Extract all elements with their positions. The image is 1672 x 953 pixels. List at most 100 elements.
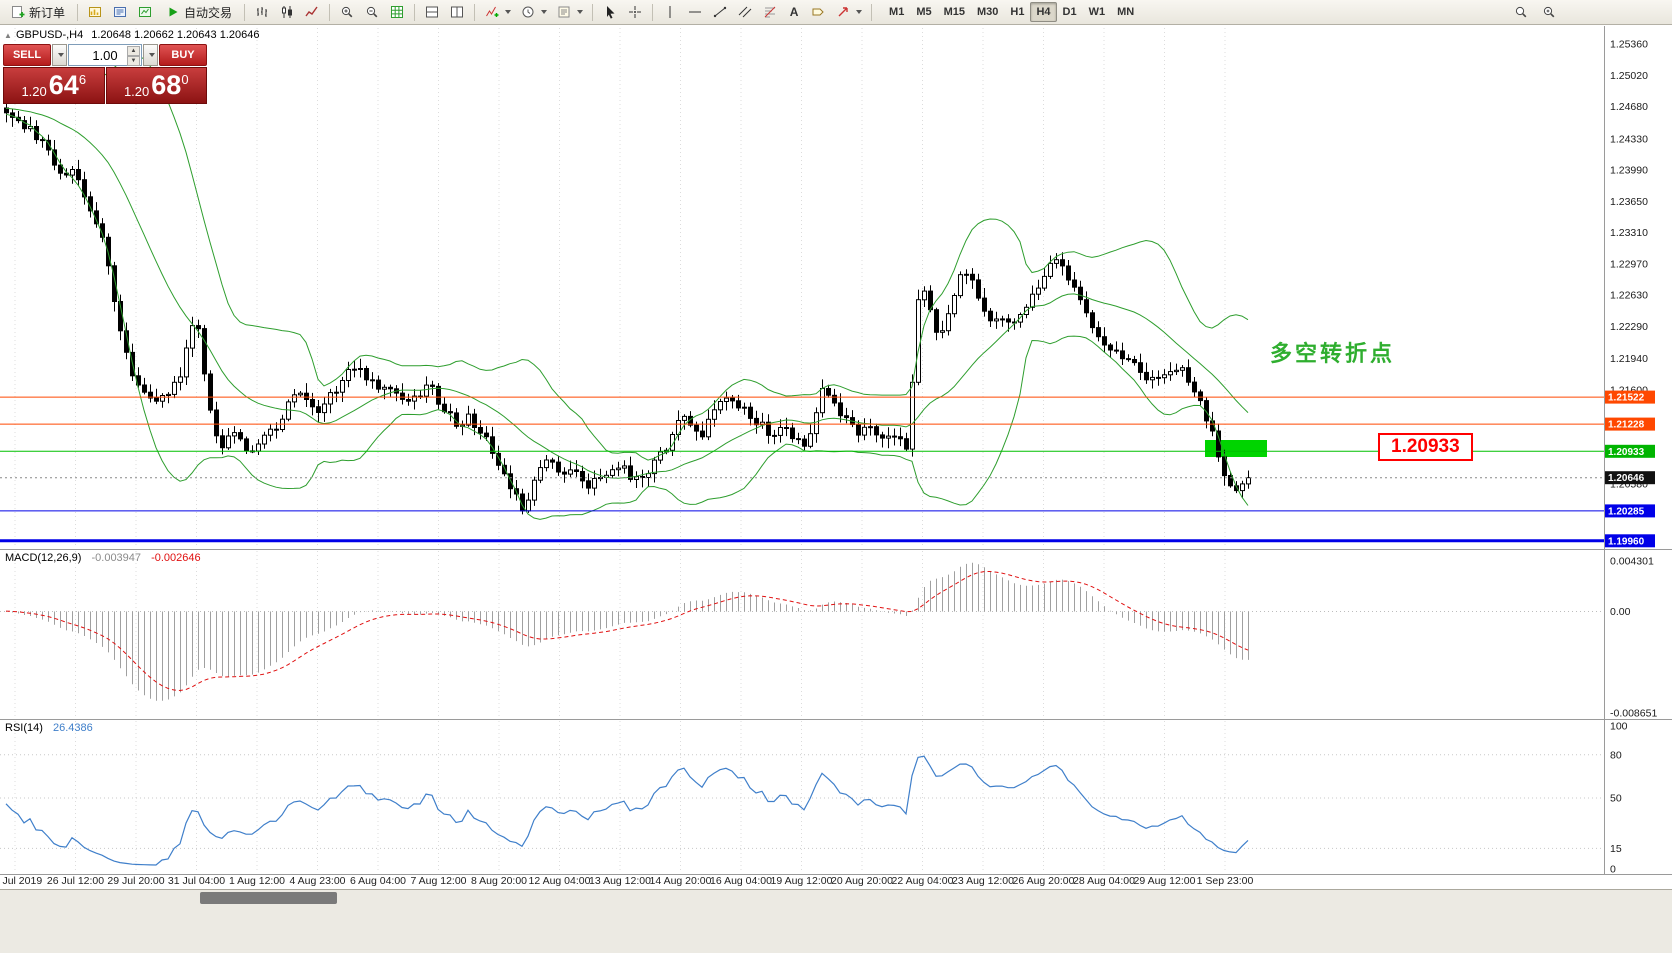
candles-layer	[4, 103, 1251, 515]
svg-text:12 Aug 04:00: 12 Aug 04:00	[529, 875, 591, 887]
arrows-tool-button[interactable]	[831, 2, 866, 23]
line-chart-button[interactable]	[300, 2, 324, 23]
toolbar-separator	[414, 3, 416, 21]
svg-text:1.23990: 1.23990	[1610, 165, 1648, 177]
svg-text:0.004301: 0.004301	[1610, 556, 1654, 568]
timeframe-h1-button[interactable]: H1	[1004, 2, 1030, 22]
chevron-down-icon	[577, 10, 584, 14]
highlight-rectangle-object[interactable]	[1205, 440, 1267, 457]
timeframe-m5-button[interactable]: M5	[910, 2, 937, 22]
timeframe-mn-button[interactable]: MN	[1111, 2, 1140, 22]
chart-ohlc-info: GBPUSD-,H4 1.20648 1.20662 1.20643 1.206…	[16, 29, 259, 41]
new-order-label: 新订单	[29, 5, 66, 20]
timeframe-d1-button[interactable]: D1	[1057, 2, 1083, 22]
data-window-button[interactable]	[108, 2, 132, 23]
sell-button[interactable]: SELL	[3, 44, 51, 66]
toolbar-separator	[592, 3, 594, 21]
autotrading-play-icon	[165, 4, 181, 20]
toolbar-separator	[77, 3, 79, 21]
price-level-callout[interactable]: 1.20933	[1378, 433, 1473, 461]
label-tag-icon	[810, 4, 826, 20]
panel-collapse-icon[interactable]: ▲	[4, 31, 12, 40]
svg-text:15: 15	[1610, 843, 1622, 855]
timeframe-m1-button[interactable]: M1	[883, 2, 910, 22]
chevron-down-icon	[57, 53, 64, 57]
svg-text:19 Aug 12:00: 19 Aug 12:00	[771, 875, 833, 887]
svg-text:-0.008651: -0.008651	[1610, 708, 1657, 720]
ohlc-values: 1.20648 1.20662 1.20643 1.20646	[91, 29, 260, 41]
indicators-button[interactable]	[480, 2, 515, 23]
buy-price-box[interactable]: 1.20 68 0	[105, 67, 207, 104]
grid-button[interactable]	[385, 2, 409, 23]
tile-horizontal-icon	[424, 4, 440, 20]
tile-horizontal-button[interactable]	[420, 2, 444, 23]
market-watch-button[interactable]	[83, 2, 107, 23]
svg-text:1.21228: 1.21228	[1608, 420, 1645, 431]
svg-text:1.23310: 1.23310	[1610, 227, 1648, 239]
timeframe-m15-button[interactable]: M15	[938, 2, 971, 22]
ohlc-bars-icon	[254, 4, 270, 20]
toolbar-separator	[244, 3, 246, 21]
levels-layer	[0, 396, 1604, 543]
chart-canvas[interactable]: 1.25360 1.25020 1.24680 1.24330 1.23990 1.236…	[0, 0, 1672, 889]
bid-pips: 64	[48, 70, 79, 100]
vertical-line-tool-button[interactable]	[658, 2, 682, 23]
horizontal-line-tool-button[interactable]	[683, 2, 707, 23]
svg-text:1.20646: 1.20646	[1608, 473, 1645, 484]
candlestick-chart-button[interactable]	[275, 2, 299, 23]
text-tool-button[interactable]: A	[783, 2, 805, 23]
bollinger-layer	[5, 54, 1249, 520]
svg-text:1.23650: 1.23650	[1610, 196, 1648, 208]
fibonacci-tool-button[interactable]	[758, 2, 782, 23]
crosshair-button[interactable]	[623, 2, 647, 23]
navigator-button[interactable]	[133, 2, 157, 23]
sell-price-box[interactable]: 1.20 64 6	[3, 67, 105, 104]
svg-text:8 Aug 20:00: 8 Aug 20:00	[471, 875, 527, 887]
bar-chart-button[interactable]	[250, 2, 274, 23]
spin-down-icon[interactable]: ▼	[127, 56, 140, 66]
macd-title: MACD(12,26,9)	[5, 552, 82, 564]
toolbar-separator	[652, 3, 654, 21]
svg-text:1.24680: 1.24680	[1610, 101, 1648, 113]
svg-text:14 Aug 20:00: 14 Aug 20:00	[650, 875, 712, 887]
templates-button[interactable]	[552, 2, 587, 23]
sell-options-button[interactable]	[52, 44, 67, 66]
zoom-in-button[interactable]	[335, 2, 359, 23]
periods-button[interactable]	[516, 2, 551, 23]
chevron-down-icon	[856, 10, 863, 14]
new-order-icon	[10, 4, 26, 20]
volume-input[interactable]: 1.00 ▲ ▼	[68, 44, 142, 66]
svg-text:16 Aug 04:00: 16 Aug 04:00	[710, 875, 772, 887]
rsi-layer	[0, 754, 1604, 866]
spin-up-icon[interactable]: ▲	[127, 46, 140, 56]
timeframe-w1-button[interactable]: W1	[1083, 2, 1112, 22]
buy-button[interactable]: BUY	[159, 44, 207, 66]
tile-vertical-button[interactable]	[445, 2, 469, 23]
price-tag	[1605, 534, 1655, 548]
advanced-search-button[interactable]	[1537, 2, 1561, 23]
cursor-button[interactable]	[598, 2, 622, 23]
channel-tool-button[interactable]	[733, 2, 757, 23]
search-button[interactable]	[1509, 2, 1533, 23]
svg-text:28 Aug 04:00: 28 Aug 04:00	[1073, 875, 1135, 887]
timeframe-h4-button[interactable]: H4	[1030, 2, 1057, 22]
new-order-button[interactable]: 新订单	[3, 2, 72, 23]
cursor-arrow-icon	[602, 4, 618, 20]
price-tag	[1605, 390, 1655, 404]
svg-text:23 Aug 12:00: 23 Aug 12:00	[952, 875, 1014, 887]
svg-text:13 Aug 12:00: 13 Aug 12:00	[589, 875, 651, 887]
label-tool-button[interactable]	[806, 2, 830, 23]
buy-options-button[interactable]	[143, 44, 158, 66]
svg-text:7 Aug 12:00: 7 Aug 12:00	[410, 875, 466, 887]
price-tag	[1605, 504, 1655, 518]
svg-text:0.00: 0.00	[1610, 606, 1631, 618]
svg-text:1 Aug 12:00: 1 Aug 12:00	[229, 875, 285, 887]
volume-spinner: ▲ ▼	[127, 46, 140, 66]
trendline-tool-button[interactable]	[708, 2, 732, 23]
timeframe-m30-button[interactable]: M30	[971, 2, 1004, 22]
autotrading-button[interactable]: 自动交易	[158, 2, 239, 23]
annotation-text-object[interactable]: 多空转折点	[1270, 341, 1396, 366]
zoom-out-button[interactable]	[360, 2, 384, 23]
svg-text:80: 80	[1610, 749, 1622, 761]
toolbar-separator	[474, 3, 476, 21]
